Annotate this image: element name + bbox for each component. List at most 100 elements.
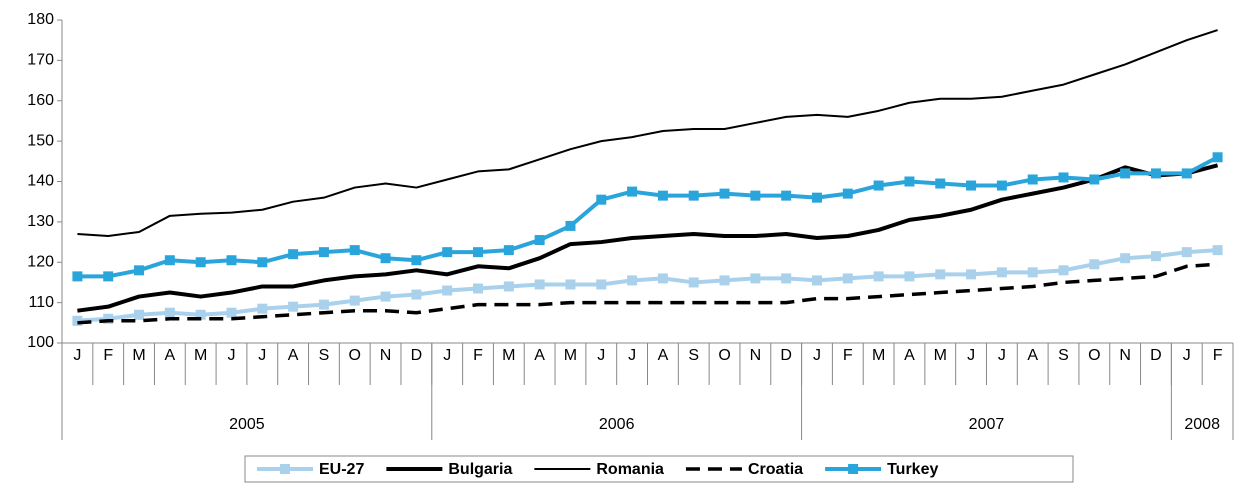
- x-tick-label: J: [1183, 347, 1191, 364]
- series-marker: [873, 271, 884, 282]
- x-group-label: 2005: [229, 416, 265, 433]
- series-marker: [134, 309, 145, 320]
- series-marker: [966, 180, 977, 191]
- x-tick-label: M: [194, 347, 207, 364]
- series-marker: [226, 307, 237, 318]
- series-marker: [627, 186, 638, 197]
- x-tick-label: J: [227, 347, 235, 364]
- series-marker: [103, 313, 114, 324]
- series-marker: [1027, 267, 1038, 278]
- series-marker: [781, 190, 792, 201]
- series-marker: [657, 190, 668, 201]
- series-marker: [473, 247, 484, 258]
- series-marker: [442, 285, 453, 296]
- series-marker: [288, 249, 299, 260]
- x-tick-label: F: [843, 347, 853, 364]
- series-marker: [904, 271, 915, 282]
- y-tick-label: 120: [27, 253, 54, 270]
- series-marker: [750, 190, 761, 201]
- series-marker: [226, 255, 237, 266]
- series-marker: [349, 245, 360, 256]
- x-tick-label: F: [103, 347, 113, 364]
- series-line: [77, 163, 1219, 313]
- series-marker: [442, 247, 453, 258]
- y-tick-label: 180: [27, 11, 54, 28]
- y-tick-label: 100: [27, 334, 54, 351]
- series-marker: [719, 275, 730, 286]
- series-line: [77, 248, 1218, 323]
- x-tick-label: J: [967, 347, 975, 364]
- x-tick-label: S: [1058, 347, 1069, 364]
- x-tick-label: M: [872, 347, 885, 364]
- series-marker: [380, 253, 391, 264]
- x-tick-label: A: [165, 347, 176, 364]
- x-tick-label: A: [1027, 347, 1038, 364]
- x-tick-label: A: [534, 347, 545, 364]
- series-marker: [1150, 251, 1161, 262]
- series-marker: [1089, 174, 1100, 185]
- series-marker: [411, 255, 422, 266]
- series-marker: [318, 247, 329, 258]
- series-marker: [1181, 168, 1192, 179]
- series-line: [77, 155, 1219, 279]
- series-line: [77, 29, 1218, 238]
- x-tick-label: J: [813, 347, 821, 364]
- legend-label: Turkey: [887, 461, 938, 478]
- legend-label: EU-27: [319, 461, 364, 478]
- x-tick-label: D: [411, 347, 423, 364]
- series-marker: [935, 269, 946, 280]
- series-marker: [1120, 168, 1131, 179]
- series-marker: [503, 281, 514, 292]
- series-marker: [257, 303, 268, 314]
- x-tick-label: N: [750, 347, 762, 364]
- x-tick-label: O: [718, 347, 730, 364]
- x-tick-label: S: [688, 347, 699, 364]
- series-marker: [1058, 265, 1069, 276]
- x-tick-label: F: [473, 347, 483, 364]
- y-tick-label: 130: [27, 213, 54, 230]
- series-marker: [688, 277, 699, 288]
- x-tick-label: M: [564, 347, 577, 364]
- x-tick-label: O: [349, 347, 361, 364]
- series-marker: [288, 301, 299, 312]
- x-tick-label: N: [1119, 347, 1131, 364]
- x-tick-label: A: [904, 347, 915, 364]
- series-marker: [1212, 152, 1223, 163]
- x-tick-label: O: [1088, 347, 1100, 364]
- series-marker: [380, 291, 391, 302]
- series-marker: [966, 269, 977, 280]
- x-group-label: 2006: [599, 416, 635, 433]
- series-marker: [1120, 253, 1131, 264]
- series-marker: [842, 273, 853, 284]
- legend: [244, 455, 1074, 483]
- series-marker: [996, 267, 1007, 278]
- x-tick-label: M: [502, 347, 515, 364]
- series-marker: [1150, 168, 1161, 179]
- series-marker: [411, 289, 422, 300]
- series-marker: [811, 192, 822, 203]
- legend-label: Romania: [596, 461, 664, 478]
- series-marker: [534, 235, 545, 246]
- series-marker: [1089, 259, 1100, 270]
- series-marker: [164, 307, 175, 318]
- series-marker: [1058, 172, 1069, 183]
- series-marker: [996, 180, 1007, 191]
- x-tick-label: N: [380, 347, 392, 364]
- series-marker: [1212, 245, 1223, 256]
- series-marker: [1027, 174, 1038, 185]
- series-marker: [534, 279, 545, 290]
- series-marker: [596, 279, 607, 290]
- legend-marker: [280, 464, 290, 474]
- series-marker: [72, 315, 83, 326]
- series-marker: [1181, 247, 1192, 258]
- series-marker: [473, 283, 484, 294]
- x-tick-label: F: [1213, 347, 1223, 364]
- x-tick-label: A: [658, 347, 669, 364]
- x-tick-label: A: [288, 347, 299, 364]
- series-marker: [134, 265, 145, 276]
- x-tick-label: M: [934, 347, 947, 364]
- series-marker: [503, 245, 514, 256]
- y-tick-label: 140: [27, 173, 54, 190]
